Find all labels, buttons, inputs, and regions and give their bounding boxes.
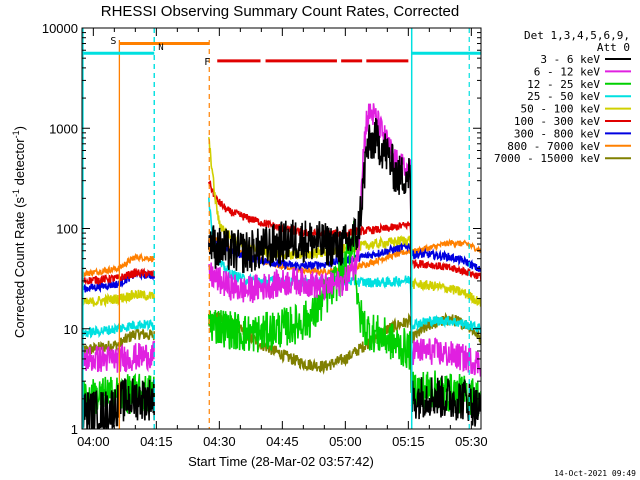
series-line xyxy=(208,103,413,354)
generated-timestamp: 14-Oct-2021 09:49 xyxy=(554,469,636,478)
x-tick-label: 04:30 xyxy=(203,434,236,449)
series-line xyxy=(411,238,481,257)
flare-flag-label: F xyxy=(204,57,210,68)
chart-title: RHESSI Observing Summary Count Rates, Co… xyxy=(101,3,459,20)
x-tick-label: 04:00 xyxy=(77,434,110,449)
legend-label: 50 - 100 keV xyxy=(521,103,601,116)
night-flag-label: N xyxy=(158,43,163,53)
y-axis-label-main: Corrected Count Rate (s xyxy=(12,197,27,338)
legend-header-attenuator: Att 0 xyxy=(597,41,630,54)
plot-area: S N F xyxy=(81,27,482,430)
series-line xyxy=(82,289,155,308)
series-line xyxy=(208,220,413,393)
x-tick-label: 05:30 xyxy=(455,434,488,449)
x-axis-label: Start Time (28-Mar-02 03:57:42) xyxy=(188,454,374,469)
series-line xyxy=(410,247,481,273)
series-group xyxy=(82,103,481,429)
series-line xyxy=(82,378,155,429)
y-axis-label-mid: detector xyxy=(12,138,27,189)
y-axis-label-end: ) xyxy=(12,126,27,130)
x-tick-label: 05:00 xyxy=(329,434,362,449)
x-tick-label: 04:45 xyxy=(266,434,299,449)
y-tick-label: 100 xyxy=(56,222,78,237)
legend-header-detectors: Det 1,3,4,5,6,9, xyxy=(524,29,630,42)
legend-label: 7000 - 15000 keV xyxy=(494,152,600,165)
legend-label: 6 - 12 keV xyxy=(534,65,601,78)
y-axis-label: Corrected Count Rate (s-1 detector-1) xyxy=(11,126,27,338)
legend-label: 300 - 800 keV xyxy=(514,127,600,140)
legend-label: 25 - 50 keV xyxy=(527,90,600,103)
series-line xyxy=(82,252,155,278)
series-line xyxy=(82,319,155,339)
x-tick-label: 04:15 xyxy=(140,434,173,449)
legend-label: 3 - 6 keV xyxy=(540,53,600,66)
x-tick-label: 05:15 xyxy=(392,434,425,449)
saa-flag-label: S xyxy=(110,36,116,47)
series-line xyxy=(410,277,481,307)
y-tick-label: 1 xyxy=(71,422,78,437)
legend-label: 800 - 7000 keV xyxy=(507,140,600,153)
y-axis-label-sup1: -1 xyxy=(11,189,21,197)
series-line xyxy=(410,259,481,281)
series-line xyxy=(82,267,155,286)
series-line xyxy=(410,375,481,427)
series-3-to-6keV xyxy=(82,117,481,429)
y-tick-label: 10 xyxy=(64,322,78,337)
series-line xyxy=(82,327,155,355)
series-line xyxy=(410,337,481,377)
legend-label: 100 - 300 keV xyxy=(514,115,600,128)
series-line xyxy=(208,117,413,388)
legend-label: 12 - 25 keV xyxy=(527,78,600,91)
x-tick-labels: 04:00 04:15 04:30 04:45 05:00 05:15 05:30 xyxy=(77,434,488,449)
y-tick-labels: 1 10 100 1000 10000 xyxy=(42,21,78,437)
y-axis-label-sup2: -1 xyxy=(11,130,21,138)
y-tick-label: 10000 xyxy=(42,21,78,36)
series-line xyxy=(82,340,155,373)
y-tick-label: 1000 xyxy=(49,121,78,136)
